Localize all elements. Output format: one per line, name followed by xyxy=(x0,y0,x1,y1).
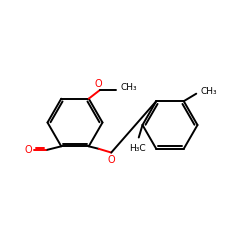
Text: O: O xyxy=(108,154,115,164)
Text: O: O xyxy=(24,144,32,154)
Text: O: O xyxy=(95,79,102,89)
Text: H₃C: H₃C xyxy=(129,144,146,153)
Text: CH₃: CH₃ xyxy=(121,84,138,92)
Text: CH₃: CH₃ xyxy=(201,87,217,96)
